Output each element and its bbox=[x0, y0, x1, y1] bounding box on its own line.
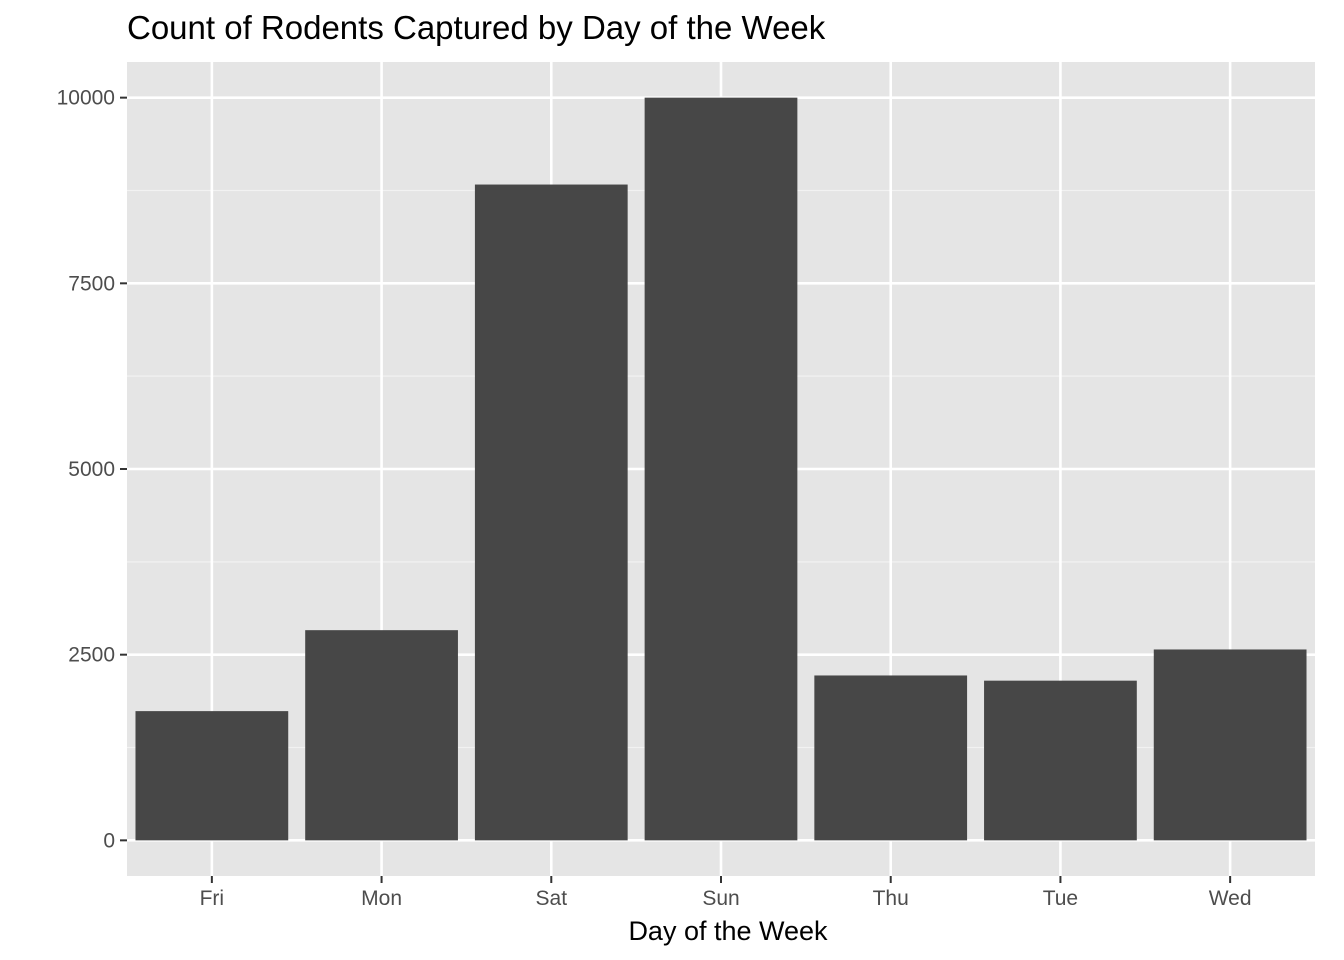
x-tick-label: Tue bbox=[1043, 887, 1078, 910]
y-tick-label: 0 bbox=[103, 829, 115, 852]
y-axis: 0 2500 5000 7500 10000 bbox=[57, 87, 127, 852]
bar-fri bbox=[135, 711, 289, 841]
bar-tue bbox=[984, 680, 1137, 841]
bar-mon bbox=[305, 630, 458, 841]
chart-title: Count of Rodents Captured by Day of the … bbox=[127, 9, 826, 46]
bar-wed bbox=[1153, 649, 1307, 841]
y-tick-label: 5000 bbox=[68, 458, 115, 481]
y-tick-label: 7500 bbox=[68, 272, 115, 295]
y-tick-label: 2500 bbox=[68, 644, 115, 667]
x-tick-label: Mon bbox=[361, 887, 402, 910]
x-tick-label: Sun bbox=[702, 887, 739, 910]
x-tick-label: Thu bbox=[873, 887, 909, 910]
x-axis: Fri Mon Sat Sun Thu Tue Wed bbox=[200, 876, 1252, 910]
x-tick-label: Sat bbox=[536, 887, 568, 910]
bar-thu bbox=[814, 675, 968, 841]
x-axis-title: Day of the Week bbox=[628, 916, 828, 946]
x-tick-label: Wed bbox=[1209, 887, 1252, 910]
y-tick-label: 10000 bbox=[57, 87, 115, 110]
bars bbox=[135, 97, 1307, 841]
bar-sun bbox=[644, 97, 798, 841]
x-tick-label: Fri bbox=[200, 887, 225, 910]
bar-sat bbox=[474, 184, 628, 841]
